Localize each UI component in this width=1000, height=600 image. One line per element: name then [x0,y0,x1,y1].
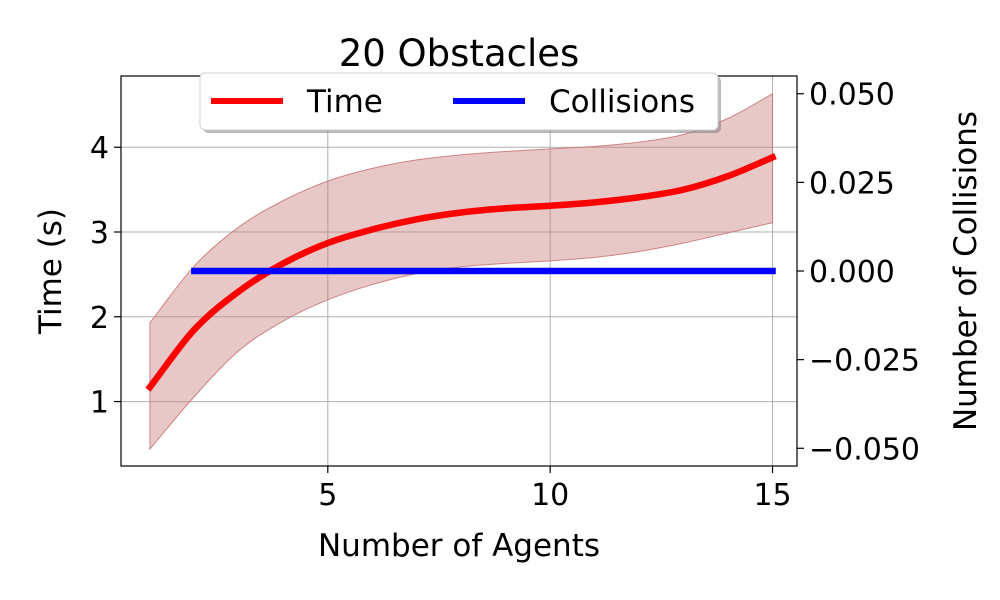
y-tick-label-left: 4 [90,131,109,166]
confidence-band-layer [149,92,774,451]
y-tick-label-right: 0.025 [809,166,895,201]
y-axis-title-right: Number of Collisions [948,111,984,431]
x-tick-label: 15 [753,478,791,513]
legend-label-time: Time [306,84,383,120]
y-tick-label-right: −0.025 [809,344,920,379]
y-tick-label-right: 0.000 [809,255,895,290]
legend: Time Collisions [199,72,721,133]
x-tick-label: 10 [531,478,569,513]
y-axis-title-left: Time (s) [33,208,69,335]
confidence-band-time [149,92,774,451]
y-tick-label-left: 3 [90,216,109,251]
series-layer [145,153,777,392]
x-axis-title: Number of Agents [318,528,600,564]
y-tick-label-left: 2 [90,301,109,336]
tick-layer: 5 10 15 1 2 3 4 0.050 0.025 0.000 −0.025 −0.050 [90,78,920,513]
chart-title: 20 Obstacles [339,32,580,75]
series-line-time [145,153,777,392]
y-tick-label-left: 1 [90,386,109,421]
y-tick-label-right: −0.050 [809,432,920,467]
legend-label-collisions: Collisions [549,84,695,120]
y-tick-label-right: 0.050 [809,78,895,113]
x-tick-label: 5 [318,478,337,513]
